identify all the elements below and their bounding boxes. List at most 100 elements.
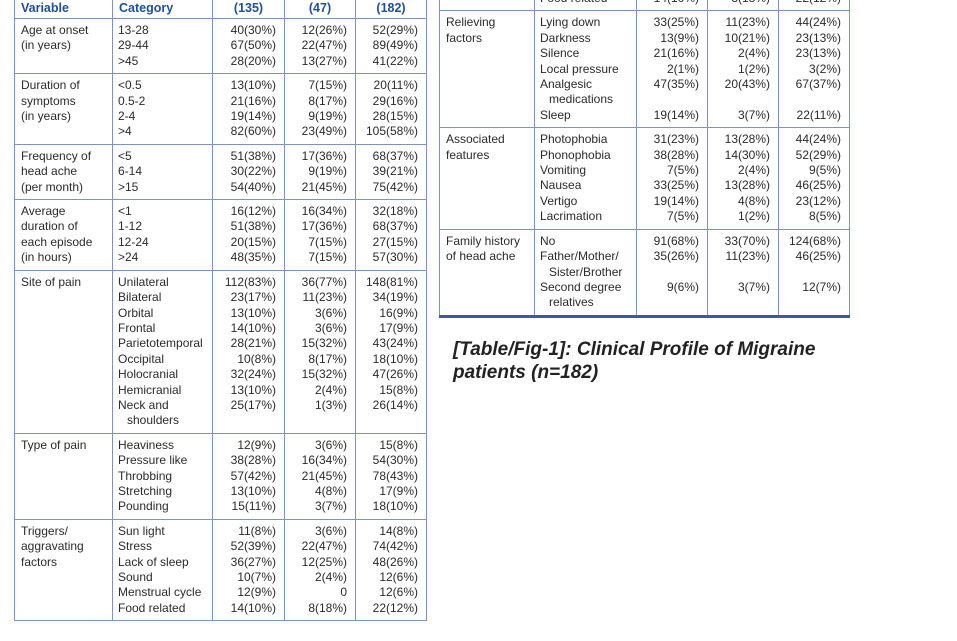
header-cell: (182) xyxy=(355,0,427,19)
category-cell: Stretching xyxy=(112,483,213,500)
value-cell: 54(40%) xyxy=(212,179,285,200)
table-row: 29-44 67(50%) 22(47%) 89(49%) xyxy=(15,38,427,54)
header-cell: (47) xyxy=(284,0,356,19)
category-cell: Local pressure xyxy=(534,61,637,78)
category-cell: >24 xyxy=(112,250,213,271)
category-cell: Throbbing xyxy=(112,468,213,484)
right-table: Food related14(10%)8(18%)22(12%)Relievin… xyxy=(439,0,850,318)
variable-cell: Frequency of head ache (per month) xyxy=(14,144,113,200)
value-cell: 68(37%) xyxy=(355,144,427,165)
value-cell: 7(5%) xyxy=(636,209,708,230)
row-group: Duration of symptoms (in years) <0.5 13(10… xyxy=(14,73,427,145)
category-cell: >45 xyxy=(112,53,213,74)
value-cell: 9(5%) xyxy=(778,163,850,179)
table-row: Sleep 19(14%) 3(7%) 22(11%) xyxy=(440,107,850,128)
value-cell: 52(29%) xyxy=(355,18,427,39)
value-cell: 20(11%) xyxy=(355,73,427,94)
table-row: Father/Mother/ Sister/Brother 35(26%) 11(2… xyxy=(440,249,850,280)
value-cell: 2(4%) xyxy=(707,163,779,179)
value-cell: 10(8%) xyxy=(212,351,285,368)
row-group: Type of pain Heaviness 12(9%) 3(6%) 15(8%) Pr… xyxy=(14,433,427,520)
value-cell: 3(6%) xyxy=(284,305,356,321)
value-cell: 8(18%) xyxy=(707,0,779,11)
category-cell: Vertigo xyxy=(534,193,637,210)
value-cell: 3(6%) xyxy=(284,519,356,540)
table-row: Pounding 15(11%) 3(7%) 18(10%) xyxy=(15,499,427,520)
value-cell: 3(2%) xyxy=(778,61,850,78)
value-cell: 36(27%) xyxy=(212,554,285,570)
value-cell: 18(10%) xyxy=(355,499,427,520)
value-cell: 82(60%) xyxy=(212,124,285,145)
value-cell: 12(9%) xyxy=(212,433,285,454)
row-group: Triggers/ aggravating factors Sun light 11… xyxy=(14,519,427,621)
category-cell: Sun light xyxy=(112,519,213,540)
category-cell: Menstrual cycle xyxy=(112,585,213,601)
value-cell: 47(35%) xyxy=(636,77,708,108)
category-cell: Occipital xyxy=(112,351,213,368)
table-row: Frontal 14(10%) 3(6%) 17(9%) xyxy=(15,320,427,337)
value-cell: 13(10%) xyxy=(212,73,285,94)
variable-cell: Associated features xyxy=(439,127,535,230)
category-cell: Frontal xyxy=(112,320,213,337)
value-cell: 3(6%) xyxy=(284,320,356,337)
category-cell: Lack of sleep xyxy=(112,554,213,570)
category-cell: Food related xyxy=(112,600,213,621)
value-cell: 28(20%) xyxy=(212,53,285,74)
value-cell: 23(17%) xyxy=(212,290,285,306)
value-cell: 28(21%) xyxy=(212,336,285,352)
category-cell: Lying down xyxy=(534,10,637,31)
table-row: Orbital 13(10%) 3(6%) 16(9%) xyxy=(15,305,427,321)
value-cell: 52(29%) xyxy=(778,147,850,164)
value-cell: 14(10%) xyxy=(212,600,285,621)
table-row: Frequency of head ache (per month) <5 51(3… xyxy=(14,144,427,200)
value-cell: 19(14%) xyxy=(212,109,285,125)
value-cell: 13(10%) xyxy=(212,382,285,398)
category-cell: 6-14 xyxy=(112,164,213,180)
table-row: Second degree relatives 9(6%) 3(7%) 12(7%) xyxy=(440,279,850,317)
category-cell: Orbital xyxy=(112,305,213,321)
value-cell: 11(23%) xyxy=(707,10,779,31)
value-cell: 16(12%) xyxy=(212,199,285,220)
value-cell: 52(39%) xyxy=(212,539,285,555)
value-cell: 15(32%) xyxy=(284,367,356,383)
value-cell: 9(19%) xyxy=(284,164,356,180)
value-cell: 67(50%) xyxy=(212,38,285,54)
table-row: Silence 21(16%) 2(4%) 23(13%) xyxy=(440,46,850,62)
value-cell: 20(43%) xyxy=(707,77,779,108)
category-cell: Darkness xyxy=(534,30,637,47)
table-row: Analgesic medications 47(35%) 20(43%) 67(37… xyxy=(440,77,850,108)
table-row: >4 82(60%) 23(49%) 105(58%) xyxy=(15,124,427,145)
category-cell: Bilateral xyxy=(112,290,213,306)
table-row: Occipital 10(8%) 8(17%) 18(10%) xyxy=(15,351,427,368)
value-cell: 22(11%) xyxy=(778,107,850,128)
value-cell: 2(4%) xyxy=(707,46,779,62)
variable-cell: Family history of head ache xyxy=(439,229,535,317)
table-row: Type of pain Heaviness 12(9%) 3(6%) 15(8%) xyxy=(14,433,427,520)
value-cell: 13(9%) xyxy=(636,30,708,47)
table-row: 0.5-2 21(16%) 8(17%) 29(16%) xyxy=(15,93,427,110)
value-cell: 21(45%) xyxy=(284,468,356,484)
value-cell: 105(58%) xyxy=(355,124,427,145)
category-cell: Pressure like xyxy=(112,453,213,469)
value-cell: 23(13%) xyxy=(778,46,850,62)
value-cell: 8(5%) xyxy=(778,209,850,230)
value-cell: 38(28%) xyxy=(636,147,708,164)
variable-cell: Age at onset (in years) xyxy=(14,18,113,74)
value-cell: 30(22%) xyxy=(212,164,285,180)
value-cell: 12(9%) xyxy=(212,585,285,601)
category-cell: Lacrimation xyxy=(534,209,637,230)
value-cell: 43(24%) xyxy=(355,336,427,352)
value-cell: 20(15%) xyxy=(212,234,285,251)
value-cell: 14(30%) xyxy=(707,147,779,164)
category-cell: 0.5-2 xyxy=(112,93,213,110)
value-cell: 22(12%) xyxy=(355,600,427,621)
value-cell: 7(15%) xyxy=(284,250,356,271)
table-row: 2-4 19(14%) 9(19%) 28(15%) xyxy=(15,109,427,125)
header-cell: (135) xyxy=(212,0,285,19)
category-cell: Father/Mother/ Sister/Brother xyxy=(534,249,637,280)
value-cell: 21(45%) xyxy=(284,179,356,200)
table-row: Relieving factors Lying down 33(25%) 11(23%… xyxy=(439,10,850,128)
variable-cell: Type of pain xyxy=(14,433,113,520)
